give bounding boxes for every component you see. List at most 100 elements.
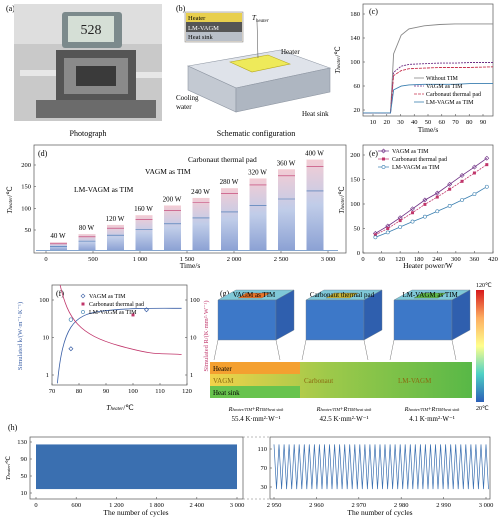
heater-block [229, 54, 292, 73]
d-x-tick-label: 500 [88, 256, 98, 263]
layer-carbonaut: Carbonaut [304, 377, 333, 385]
h-xl-tick-label: 3 000 [230, 502, 245, 509]
h-xl-tick-label: 600 [71, 502, 81, 509]
d-step-bar [164, 205, 181, 251]
panel-e-xlabel: Heater power/W [403, 261, 454, 270]
g-block-front [305, 299, 365, 341]
g-resistance-value: 42.5 K·mm²·W⁻¹ [319, 415, 368, 423]
e-legend-marker [381, 148, 386, 154]
f-x-tick-label: 70 [49, 388, 56, 395]
layer-vagm: VAGM [213, 377, 234, 385]
g-resistance-value: 55.4 K·mm²·W⁻¹ [231, 415, 280, 423]
g-hotspot [325, 292, 359, 299]
panel-a-letter: (a) [6, 4, 15, 13]
h-y-tick-label: 130 [17, 439, 27, 446]
panel-b-letter: (b) [176, 4, 186, 13]
h-y-tick-label: 50 [21, 473, 28, 480]
g-title: Carbonaut thermal pad [310, 291, 375, 299]
panel-h-ylabel: Theater/℃ [5, 455, 12, 480]
d-x-tick-label: 2 000 [227, 256, 242, 263]
annot-lm-vagm: LM-VAGM as TIM [74, 185, 134, 194]
e-series-2 [375, 186, 488, 238]
cable [20, 70, 56, 76]
h-y-tick-label: 90 [21, 456, 28, 463]
colorbar-min: 20℃ [476, 406, 489, 412]
d-power-label: 120 W [106, 215, 125, 223]
panel-c-ylabel: Theater/℃ [333, 46, 342, 74]
h-xl-tick-label: 1 800 [149, 502, 164, 509]
panel-g-simulation: (g) VAGM as TIM Carbonaut thermal pad LM-V… [210, 283, 492, 423]
g-title: LM-VAGM as TIM [402, 291, 458, 299]
f-legend-marker [81, 310, 85, 314]
e-point [447, 181, 453, 187]
inset-heat-sink-label: Heat sink [188, 34, 213, 41]
f-point [68, 317, 74, 322]
e-point [373, 233, 377, 237]
panel-e-axes [362, 144, 494, 254]
c-x-tick-label: 60 [439, 119, 446, 126]
d-power-label: 200 W [163, 195, 182, 203]
f-yl-tick-label: 1 [46, 372, 49, 379]
cycle-wave [273, 444, 489, 490]
e-x-tick-label: 180 [414, 256, 424, 263]
c-x-tick-label: 20 [384, 119, 391, 126]
e-y-tick-label: 200 [350, 152, 360, 159]
annot-vagm: VAGM as TIM [145, 167, 191, 176]
legend-e-2: LM-VAGM as TIM [392, 165, 440, 171]
f-r-curve [59, 284, 182, 355]
g-block-front [217, 299, 277, 341]
d-x-tick-label: 1 500 [180, 256, 195, 263]
f-x-tick-label: 110 [155, 388, 165, 395]
panel-h-chart: (h) 0 600 1 200 1 800 2 400 3 000 2 950 2 960 2 … [5, 423, 493, 517]
g-resistance-formula: Rheater/TIM+RTIM/heat sink [404, 406, 460, 413]
e-legend-marker [381, 165, 386, 169]
g-block-front [393, 299, 453, 341]
c-x-tick-label: 10 [370, 119, 377, 126]
g-resistance-formula: Rheater/TIM+RTIM/heat sink [316, 406, 372, 413]
c-y-tick-label: 20 [354, 107, 361, 114]
e-point [472, 171, 476, 175]
e-series-0 [375, 157, 488, 234]
d-y-tick-label: 50 [25, 227, 32, 234]
e-point [386, 226, 390, 230]
panel-c-legend: Without TIM VAGM as TIM Carbonaut therma… [414, 76, 481, 106]
d-step-bar [192, 197, 210, 251]
c-y-tick-label: 60 [354, 83, 361, 90]
heat-sink-label: Heat sink [302, 110, 329, 118]
e-point [373, 235, 378, 240]
legend-c-1: VAGM as TIM [426, 84, 463, 90]
panel-d-chart: (d) 0 500 1 000 1 500 2 000 2 500 3 000 50 100 15… [5, 144, 347, 270]
c-series-3 [363, 83, 493, 114]
h-xr-tick-label: 2 970 [351, 502, 366, 509]
g-hotspot [237, 292, 271, 299]
h-yr-tick-label: 110 [257, 446, 267, 453]
panel-d-axes [33, 144, 347, 254]
h-xr-tick-label: 2 980 [394, 502, 409, 509]
panel-f-letter: (f) [56, 289, 64, 298]
c-x-tick-label: 50 [425, 119, 432, 126]
panel-f-ylabel-left: Simulated k/(W·m⁻¹·K⁻¹) [17, 302, 24, 370]
e-y-tick-label: 0 [357, 250, 360, 257]
f-yr-tick-label: 1 [190, 372, 193, 379]
h-yr-tick-label: 70 [261, 465, 268, 472]
panel-a-photograph: (a) 528 Photograph [6, 4, 162, 138]
e-point [447, 203, 452, 208]
e-series-1 [375, 164, 488, 236]
h-y-tick-label: 10 [21, 490, 28, 497]
t-heater-label: Theater [252, 14, 269, 24]
c-x-tick-label: 90 [480, 119, 487, 126]
d-step-bar [221, 188, 238, 251]
h-xr-tick-label: 2 950 [267, 502, 282, 509]
meter-reading: 528 [81, 23, 102, 38]
c-series-2 [363, 66, 494, 114]
d-step-bar [278, 169, 295, 251]
annot-carbonaut: Carbonaut thermal pad [188, 155, 257, 164]
cooling-label-1: Cooling [176, 94, 199, 102]
c-y-tick-label: 180 [350, 11, 360, 18]
e-point [410, 219, 415, 224]
d-x-tick-label: 0 [44, 256, 47, 263]
legend-c-0: Without TIM [426, 76, 458, 82]
d-x-tick-label: 3 000 [321, 256, 336, 263]
e-y-tick-label: 100 [350, 201, 360, 208]
